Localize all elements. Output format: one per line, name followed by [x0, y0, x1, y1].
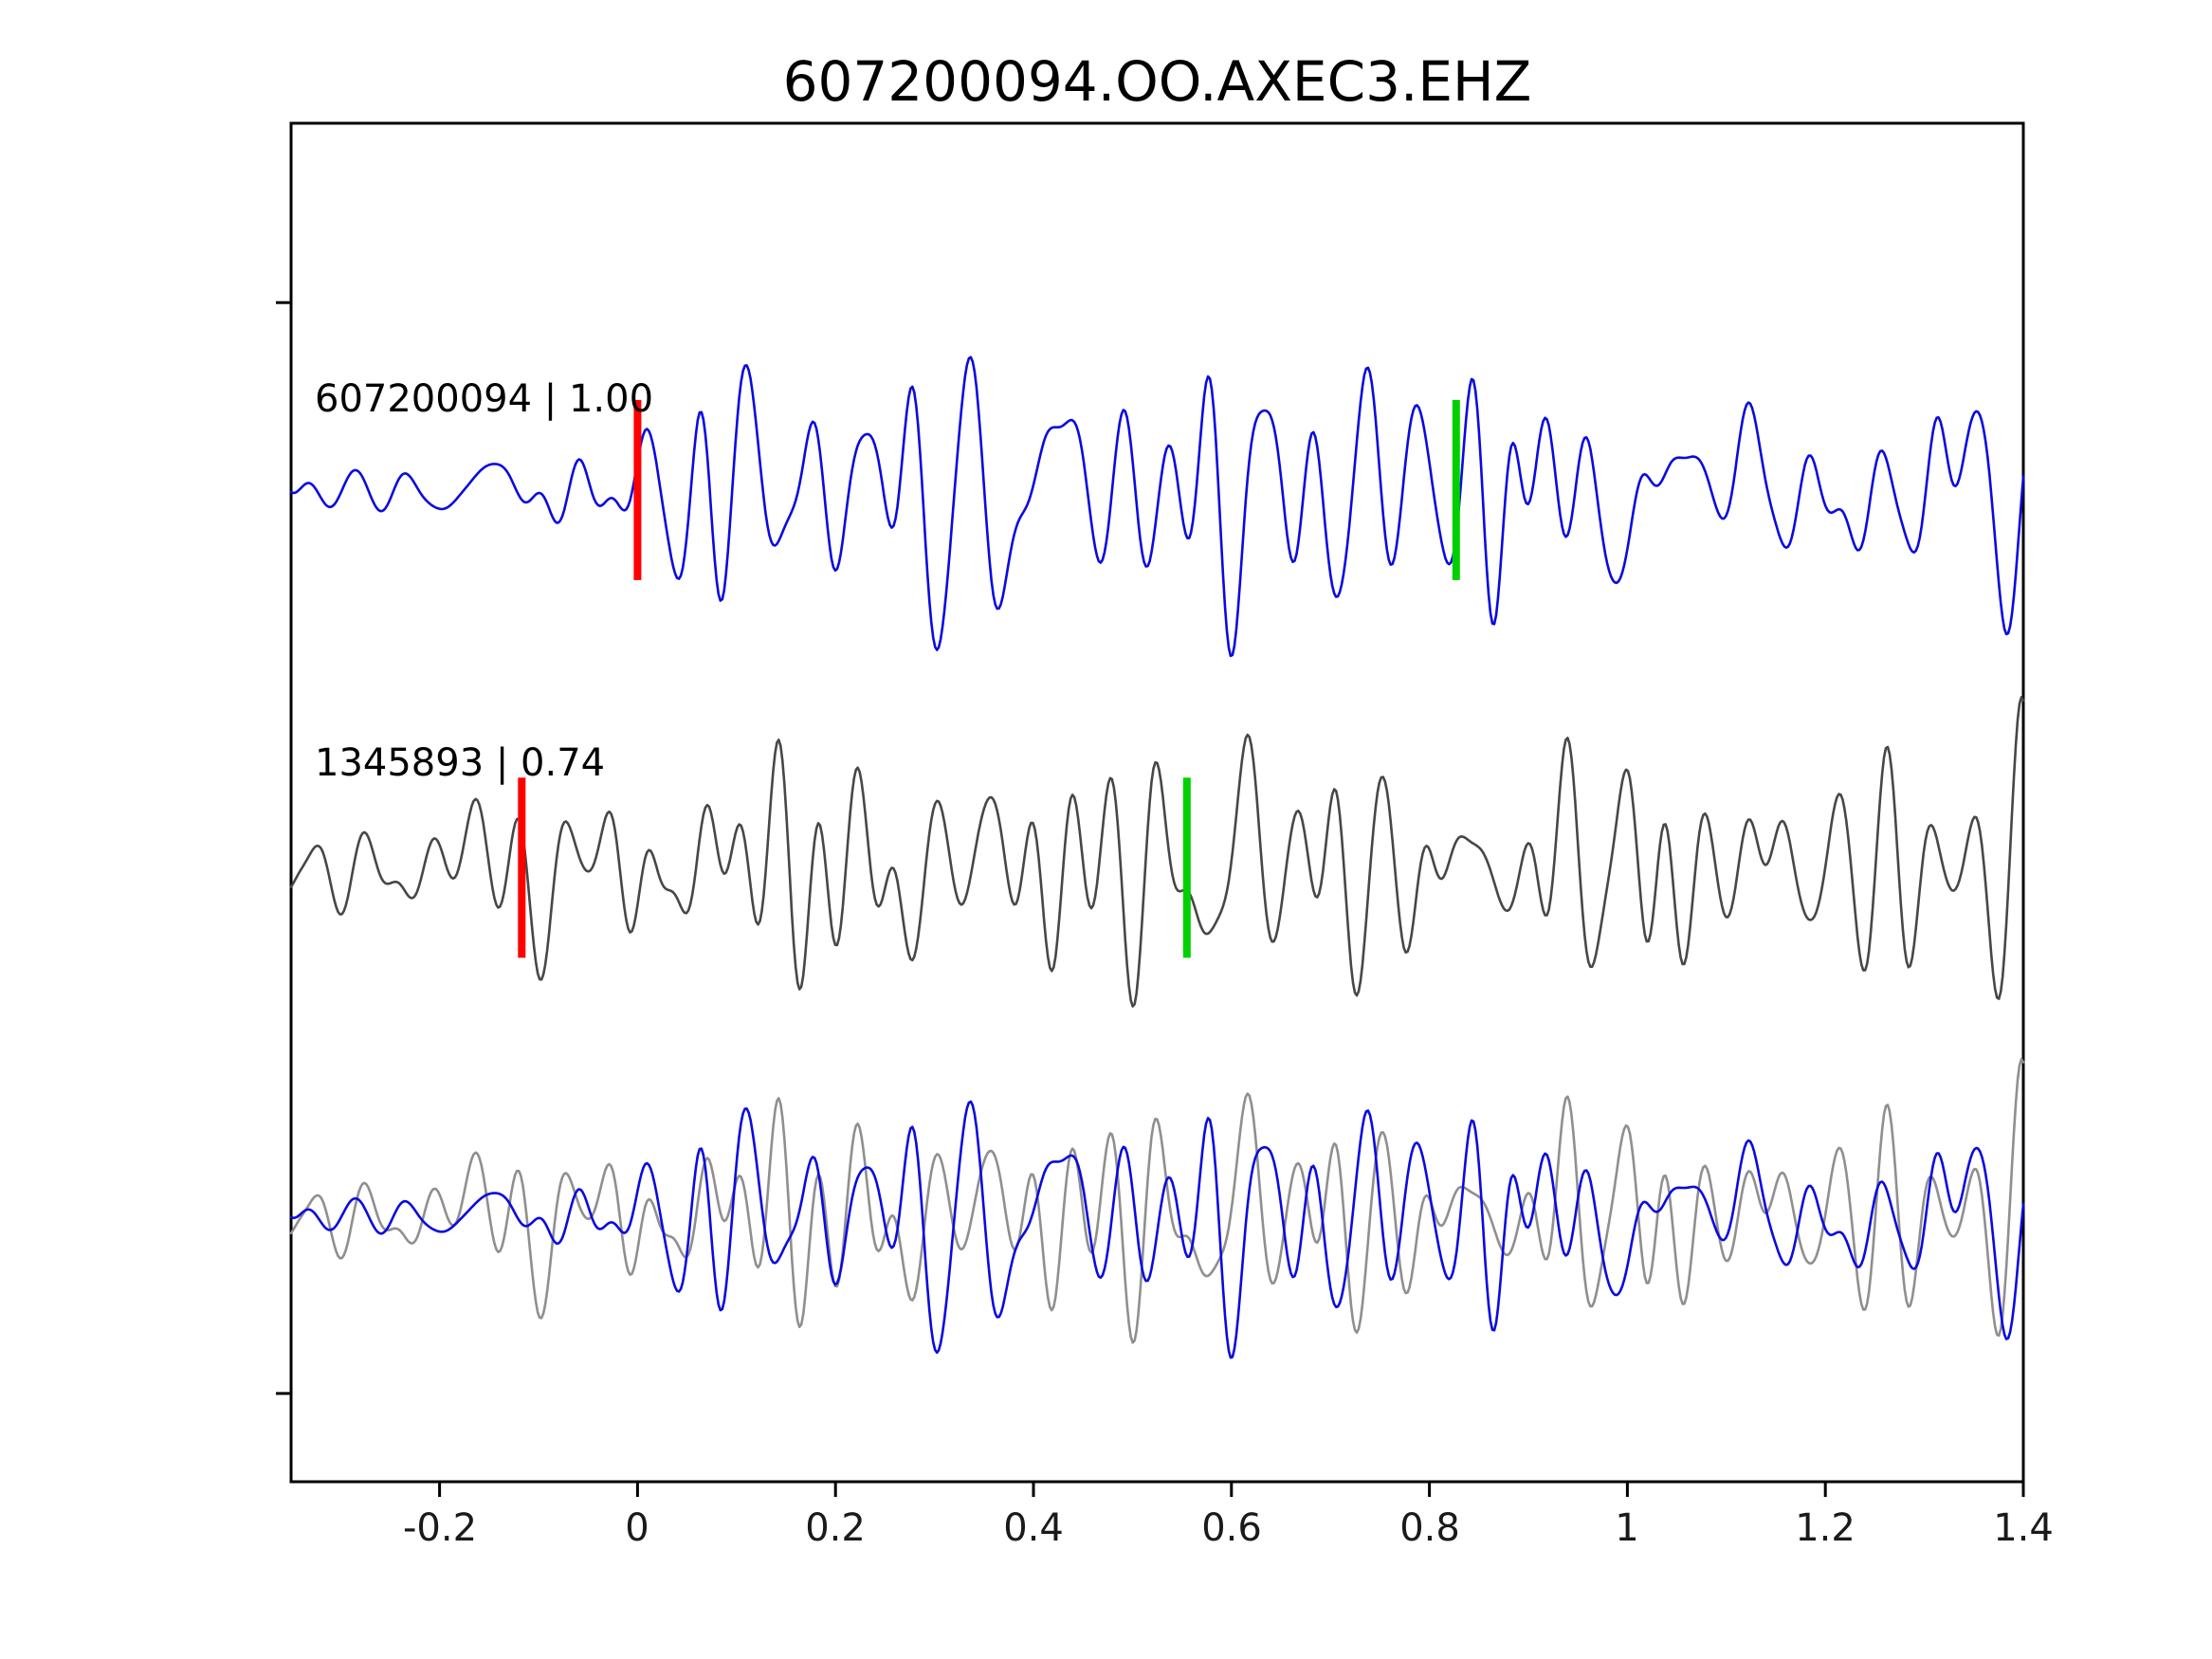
- detection-green-pick-bar: [1182, 777, 1191, 958]
- trace-label-template: 607200094 | 1.00: [315, 377, 654, 421]
- x-tick-label: 1.4: [1993, 1506, 2054, 1550]
- chart-title: 607200094.OO.AXEC3.EHZ: [782, 49, 1532, 114]
- waveform-template: [289, 356, 2025, 658]
- x-tick-label: 0.6: [1201, 1506, 1262, 1550]
- waveform-detection: [289, 695, 2025, 1008]
- waveform-overlay-detection: [289, 1057, 2025, 1344]
- x-tick-label: 0.2: [805, 1506, 866, 1550]
- x-tick-label: 0.4: [1003, 1506, 1064, 1550]
- x-tick-label: 1: [1615, 1506, 1639, 1550]
- trace-label-detection: 1345893 | 0.74: [315, 741, 606, 785]
- x-tick-label: 1.2: [1795, 1506, 1856, 1550]
- template-green-pick-bar: [1452, 399, 1460, 580]
- x-tick-label: 0.8: [1399, 1506, 1460, 1550]
- x-tick-label: 0: [625, 1506, 649, 1550]
- waveform-overlay-template: [289, 1100, 2025, 1359]
- template-red-pick-bar: [633, 399, 642, 580]
- x-tick-label: -0.2: [402, 1506, 478, 1550]
- detection-red-pick-bar: [518, 777, 526, 958]
- plot-frame: [289, 121, 2025, 1484]
